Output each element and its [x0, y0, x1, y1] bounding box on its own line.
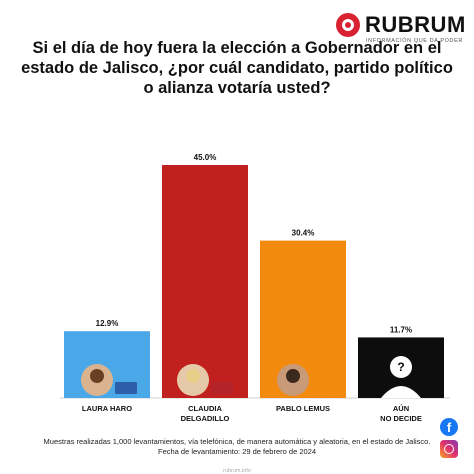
survey-date: Fecha de levantamiento: 29 de febrero de… [157, 447, 317, 456]
party-logo-icon [311, 382, 333, 394]
category-label: LAURA HARO [82, 404, 132, 413]
logo-mark-icon [336, 13, 360, 37]
logo-name: RUBRUM [365, 12, 466, 37]
bar-value-label: 30.4% [292, 229, 315, 238]
facebook-icon[interactable]: f [440, 418, 458, 436]
bar-2 [162, 165, 248, 398]
category-label: NO DECIDE [380, 414, 422, 423]
site-url: rubrum.info [223, 468, 251, 474]
party-logo-icon [211, 382, 233, 394]
methodology-note: Muestras realizadas 1,000 levantamientos… [0, 437, 474, 457]
party-logo-icon [115, 382, 137, 394]
logo-tagline: INFORMACIÓN QUE DA PODER [366, 38, 463, 44]
category-label: DELGADILLO [181, 414, 230, 423]
portrait-head-icon [186, 369, 200, 383]
category-label: CLAUDIA [188, 404, 222, 413]
rubrum-logo: RUBRUM INFORMACIÓN QUE DA PODER [336, 10, 466, 50]
methodology-line: Muestras realizadas 1,000 levantamientos… [43, 437, 431, 446]
category-label: AÚN [393, 404, 409, 413]
bar-value-label: 45.0% [194, 153, 217, 162]
category-label: PABLO LEMUS [276, 404, 330, 413]
portrait-head-icon [286, 369, 300, 383]
unknown-person-icon [390, 356, 412, 378]
chart-title: Si el día de hoy fuera la elección a Gob… [21, 39, 453, 97]
question-mark-icon: ? [397, 360, 404, 374]
portrait-head-icon [90, 369, 104, 383]
instagram-icon[interactable] [440, 440, 458, 458]
bar-value-label: 11.7% [390, 325, 412, 334]
bar-value-label: 12.9% [96, 319, 119, 328]
unknown-person-body-icon [381, 386, 421, 398]
